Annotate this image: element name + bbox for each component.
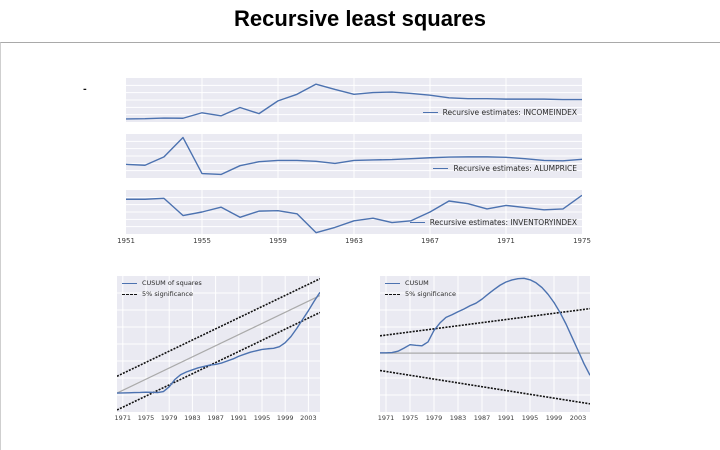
page-title: Recursive least squares — [234, 6, 486, 31]
x-tick-label: 1951 — [117, 237, 135, 245]
x-tick-label: 1991 — [230, 414, 248, 422]
legend-row: CUSUM — [385, 279, 456, 287]
x-tick-label: 1987 — [473, 414, 491, 422]
legend-row: 5% significance — [385, 290, 456, 298]
cusum-plot — [380, 276, 590, 412]
panel-incomeindex: Recursive estimates: INCOMEINDEX — [126, 78, 582, 122]
x-tick-label: 1971 — [377, 414, 395, 422]
significance-lower-line — [117, 312, 320, 410]
alumprice-plot — [126, 134, 582, 178]
panel-alumprice: Recursive estimates: ALUMPRICE — [126, 134, 582, 178]
legend-label: 5% significance — [142, 290, 193, 298]
panel-cusum-squares: CUSUM of squares 5% significance — [117, 276, 320, 412]
legend-line-icon — [433, 168, 449, 169]
legend-line-icon — [422, 112, 438, 113]
x-tick-label: 1975 — [401, 414, 419, 422]
cusum-squares-line — [117, 292, 320, 393]
stray-mark: - — [83, 85, 87, 95]
legend-dashed-line-icon — [385, 293, 400, 295]
x-tick-label: 1983 — [184, 414, 201, 422]
legend-label: Recursive estimates: INCOMEINDEX — [442, 108, 577, 117]
x-tick-label: 1967 — [421, 237, 439, 245]
incomeindex-legend: Recursive estimates: INCOMEINDEX — [422, 108, 577, 117]
x-tick-label: 1999 — [545, 414, 563, 422]
significance-upper-line — [380, 309, 590, 336]
x-tick-label: 1983 — [449, 414, 467, 422]
x-tick-label: 1979 — [425, 414, 443, 422]
legend-label: CUSUM — [405, 279, 429, 287]
cusum-legend: CUSUM 5% significance — [385, 279, 456, 298]
legend-row: CUSUM of squares — [122, 279, 202, 287]
x-tick-label: 1955 — [193, 237, 211, 245]
x-tick-label: 1975 — [573, 237, 591, 245]
inventoryindex-plot — [126, 190, 582, 234]
legend-row: 5% significance — [122, 290, 202, 298]
panel-cusum: CUSUM 5% significance — [380, 276, 590, 412]
inventoryindex-line — [126, 195, 582, 232]
cusum-squares-x-axis: 1971 1975 1979 1983 1987 1991 1995 1999 2003 — [114, 414, 320, 424]
x-tick-label: 1979 — [160, 414, 178, 422]
significance-upper-line — [117, 279, 320, 377]
legend-label: CUSUM of squares — [142, 279, 202, 287]
x-tick-label: 2003 — [300, 414, 317, 422]
legend-dashed-line-icon — [122, 293, 137, 295]
x-tick-label: 1971 — [114, 414, 132, 422]
x-tick-label: 1959 — [269, 237, 287, 245]
incomeindex-line — [126, 84, 582, 119]
legend-label: Recursive estimates: ALUMPRICE — [453, 164, 577, 173]
cusum-squares-plot — [117, 276, 320, 412]
reference-line — [117, 296, 320, 394]
x-tick-label: 1987 — [207, 414, 224, 422]
cusum-line — [380, 278, 590, 375]
cusum-x-axis: 1971 1975 1979 1983 1987 1991 1995 1999 2003 — [377, 414, 590, 424]
x-tick-label: 1975 — [137, 414, 155, 422]
x-tick-label: 1963 — [345, 237, 363, 245]
alumprice-line — [126, 138, 582, 175]
incomeindex-plot — [126, 78, 582, 122]
panel-inventoryindex: Recursive estimates: INVENTORYINDEX — [126, 190, 582, 234]
alumprice-legend: Recursive estimates: ALUMPRICE — [433, 164, 577, 173]
x-tick-label: 1999 — [276, 414, 294, 422]
x-tick-label: 1995 — [253, 414, 271, 422]
legend-label: 5% significance — [405, 290, 456, 298]
legend-line-icon — [409, 222, 425, 223]
inventoryindex-legend: Recursive estimates: INVENTORYINDEX — [409, 218, 577, 227]
legend-label: Recursive estimates: INVENTORYINDEX — [429, 218, 577, 227]
content-frame: - — [0, 42, 720, 450]
x-tick-label: 2003 — [569, 414, 587, 422]
x-tick-label: 1991 — [497, 414, 515, 422]
cusum-squares-legend: CUSUM of squares 5% significance — [122, 279, 202, 298]
legend-line-icon — [385, 282, 400, 284]
legend-line-icon — [122, 282, 137, 284]
recursive-estimates-x-axis: 1951 1955 1959 1963 1967 1971 1975 — [117, 237, 591, 247]
x-tick-label: 1995 — [521, 414, 539, 422]
x-tick-label: 1971 — [497, 237, 515, 245]
significance-lower-line — [380, 371, 590, 404]
